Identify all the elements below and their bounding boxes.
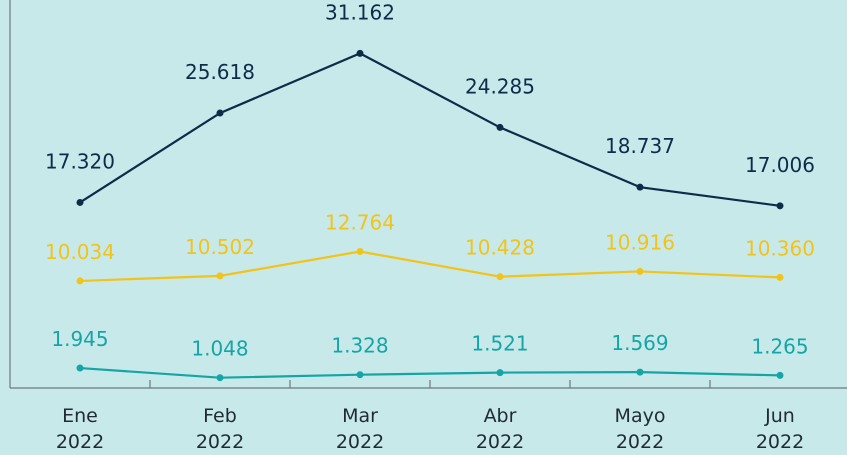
point	[76, 364, 84, 372]
data-label: 31.162	[325, 0, 395, 24]
data-label: 10.034	[45, 240, 115, 264]
point	[776, 273, 784, 281]
data-label: 1.569	[611, 331, 668, 355]
data-label: 17.006	[745, 153, 815, 177]
x-tick-label: Abr 2022	[476, 405, 524, 453]
point	[776, 202, 784, 210]
point	[76, 198, 84, 206]
data-label: 18.737	[605, 134, 675, 158]
data-label: 10.502	[185, 235, 255, 259]
data-label: 10.360	[745, 236, 815, 260]
x-tick-label: Mar 2022	[336, 405, 384, 453]
data-label: 1.328	[331, 334, 388, 358]
point	[636, 267, 644, 275]
data-label: 1.265	[751, 334, 808, 358]
point	[216, 272, 224, 280]
x-tick-label: Jun 2022	[756, 405, 804, 453]
point	[76, 277, 84, 285]
point	[356, 248, 364, 256]
data-label: 10.428	[465, 236, 535, 260]
x-tick-label: Ene 2022	[56, 405, 104, 453]
data-label: 10.916	[605, 230, 675, 254]
data-label: 25.618	[185, 60, 255, 84]
data-label: 17.320	[45, 149, 115, 173]
point	[636, 368, 644, 376]
point	[776, 371, 784, 379]
data-label: 12.764	[325, 211, 395, 235]
point	[496, 273, 504, 281]
point	[496, 369, 504, 377]
data-label: 24.285	[465, 74, 535, 98]
x-tick-label: Mayo 2022	[615, 405, 666, 453]
point	[216, 374, 224, 382]
point	[356, 49, 364, 57]
x-tick-label: Feb 2022	[196, 405, 244, 453]
point	[636, 183, 644, 191]
line	[79, 250, 781, 283]
point	[216, 109, 224, 117]
line	[79, 52, 781, 207]
point	[356, 371, 364, 379]
data-label: 1.521	[471, 332, 528, 356]
point	[496, 123, 504, 131]
line	[79, 366, 781, 379]
data-label: 1.945	[51, 327, 108, 351]
data-label: 1.048	[191, 337, 248, 361]
